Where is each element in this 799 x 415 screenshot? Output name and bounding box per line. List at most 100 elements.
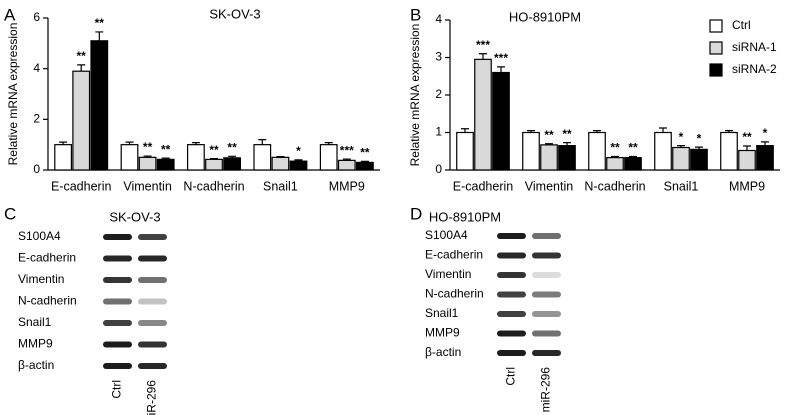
error-bar [59, 141, 68, 145]
bar [492, 71, 510, 171]
bar [606, 157, 624, 171]
blot-title: HO-8910PM [429, 209, 501, 224]
blot-band [138, 255, 167, 262]
error-bar [497, 66, 505, 73]
bar [319, 144, 338, 171]
error-bar [276, 155, 285, 158]
y-tick-label: 4 [33, 61, 40, 75]
bar [672, 146, 690, 171]
error-bar [545, 143, 553, 145]
blot-band [138, 298, 167, 305]
blot-row-label: S100A4 [425, 228, 468, 242]
significance-mark: * [679, 130, 684, 144]
blot-band [103, 277, 132, 283]
y-tick-label: 0 [33, 162, 40, 176]
error-bar [360, 160, 369, 163]
significance-mark: ** [628, 141, 638, 155]
significance-mark: ** [143, 140, 153, 154]
lane-label: miR-296 [145, 380, 159, 415]
error-bar [563, 142, 571, 146]
chart-title: HO-8910PM [509, 9, 581, 24]
x-tick-label: Vimentin [525, 179, 573, 193]
significance-mark: * [296, 144, 301, 158]
blot-row-label: E-cadherin [425, 248, 483, 262]
y-axis-label: Relative mRNA expression [6, 23, 20, 166]
y-tick-label: 4 [435, 12, 442, 26]
legend-label: siRNA-1 [732, 40, 777, 54]
error-bar [725, 130, 733, 133]
error-bar [294, 159, 303, 162]
blot-band [138, 320, 167, 326]
error-bar [479, 53, 487, 60]
blot-band [138, 341, 167, 348]
blot-band [532, 311, 561, 317]
bar [624, 157, 642, 171]
bar [756, 145, 774, 171]
blot-row-label: MMP9 [18, 337, 53, 351]
blot-row-label: β-actin [18, 358, 54, 372]
y-tick-label: 0 [435, 162, 442, 176]
blot-band [532, 291, 561, 298]
bar [720, 131, 738, 171]
legend-swatch [709, 63, 723, 77]
blot-band [103, 234, 132, 240]
error-bar [77, 64, 86, 72]
blot-band [103, 298, 132, 305]
y-tick-label: 1 [435, 125, 442, 139]
significance-mark: *** [340, 143, 354, 157]
error-bar [659, 127, 667, 133]
lane-label: miR-296 [539, 367, 553, 413]
x-tick-label: MMP9 [729, 179, 765, 193]
error-bar [695, 146, 703, 150]
significance-mark: ** [161, 142, 171, 156]
error-bar [342, 158, 351, 161]
error-bar [143, 155, 152, 158]
significance-mark: ** [610, 141, 620, 155]
bar [156, 158, 175, 171]
lane-label: Ctrl [504, 367, 518, 386]
x-tick-label: N-cadherin [183, 179, 244, 193]
bar [337, 159, 356, 171]
significance-mark: ** [209, 143, 219, 157]
legend-label: Ctrl [732, 18, 751, 32]
blot-band [532, 252, 561, 259]
y-tick-label: 2 [435, 87, 442, 101]
error-bar [191, 142, 200, 145]
blot-band [103, 255, 132, 262]
blot-row-label: β-actin [425, 345, 461, 359]
blot-row-label: N-cadherin [425, 287, 484, 301]
bar [54, 144, 72, 171]
x-tick-label: E-cadherin [453, 179, 513, 193]
bar [738, 149, 756, 171]
blot-band [103, 341, 132, 348]
blot-band [497, 233, 526, 239]
blot-band [497, 291, 526, 298]
blot-title: SK-OV-3 [109, 209, 160, 224]
blot-band [497, 252, 526, 259]
significance-mark: * [697, 131, 702, 145]
error-bar [210, 158, 218, 160]
chart-title: SK-OV-3 [209, 6, 260, 21]
panel-label: D [410, 204, 422, 223]
bar [90, 40, 109, 171]
error-bar [629, 155, 637, 158]
bar [522, 131, 540, 171]
x-tick-label: Snail1 [664, 179, 699, 193]
lane-label: Ctrl [110, 380, 124, 399]
blot-band [138, 277, 167, 283]
blot-row-label: N-cadherin [18, 294, 77, 308]
error-bar [95, 31, 104, 41]
blot-band [532, 272, 561, 278]
x-tick-label: E-cadherin [51, 179, 111, 193]
y-tick-label: 6 [33, 10, 40, 24]
error-bar [527, 130, 535, 133]
blot-band [497, 330, 526, 337]
blot-row-label: S100A4 [18, 229, 61, 243]
significance-mark: ** [562, 127, 572, 141]
blot-band [138, 234, 167, 240]
bar [558, 145, 576, 171]
significance-mark: *** [476, 38, 490, 52]
error-bar [461, 128, 469, 133]
panel-label: B [410, 5, 421, 24]
